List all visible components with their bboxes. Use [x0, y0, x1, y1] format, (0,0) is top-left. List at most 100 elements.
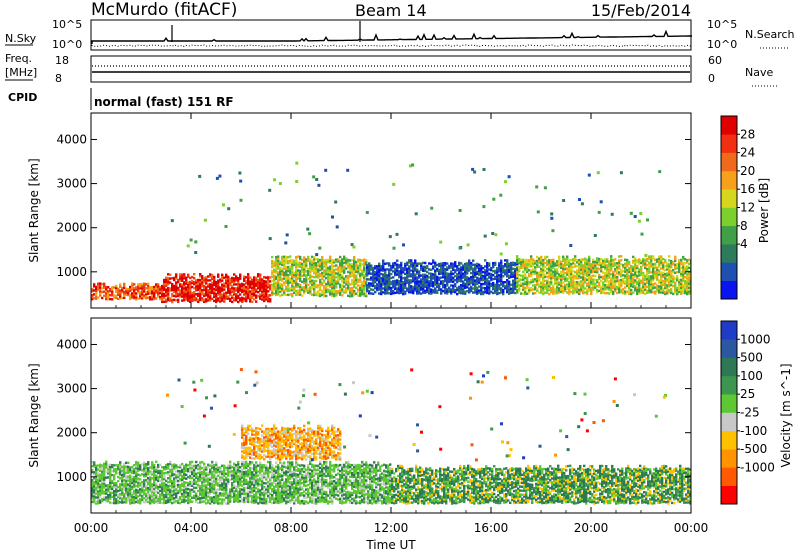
heatmap-cell	[370, 265, 372, 267]
nsearch-tick-top: 10^5	[707, 18, 737, 31]
heatmap-cell	[467, 243, 470, 246]
heatmap-cell	[139, 478, 141, 480]
heatmap-cell	[255, 300, 257, 302]
heatmap-cell	[668, 255, 670, 257]
heatmap-cell	[632, 292, 634, 294]
heatmap-cell	[534, 292, 536, 294]
heatmap-cell	[159, 464, 161, 466]
heatmap-cell	[193, 277, 195, 279]
heatmap-cell	[115, 285, 117, 287]
colorbar-swatch	[721, 171, 737, 190]
heatmap-cell	[181, 463, 183, 465]
heatmap-cell	[199, 273, 201, 275]
heatmap-cell	[355, 275, 357, 277]
heatmap-cell	[544, 186, 547, 189]
freq-tick-top: 18	[55, 54, 69, 67]
heatmap-cell	[198, 175, 201, 178]
heatmap-cell	[614, 258, 616, 260]
heatmap-cell	[331, 216, 334, 219]
heatmap-cell	[550, 217, 553, 220]
heatmap-cell	[238, 172, 241, 175]
heatmap-cell	[644, 254, 647, 257]
nsearch-tick-bottom: 10^0	[707, 38, 737, 51]
heatmap-cell	[177, 299, 179, 301]
heatmap-cell	[620, 171, 623, 174]
heatmap-cell	[329, 256, 331, 258]
colorbar-swatch	[721, 281, 737, 300]
colorbar-tick-label: 12	[740, 201, 755, 215]
heatmap-cell	[151, 461, 153, 463]
heatmap-cell	[157, 283, 159, 285]
heatmap-cell	[171, 219, 174, 222]
heatmap-cell	[334, 201, 337, 204]
heatmap-cell	[660, 255, 662, 257]
heatmap-cell	[227, 207, 230, 210]
heatmap-cell	[460, 262, 462, 264]
heatmap-cell	[315, 280, 317, 282]
heatmap-cell	[187, 244, 190, 247]
heatmap-cell	[194, 251, 197, 254]
heatmap-cell	[630, 212, 633, 215]
heatmap-cell	[620, 255, 622, 257]
nsearch-label: N.Search	[745, 28, 795, 41]
heatmap-cell	[147, 461, 149, 463]
heatmap-cell	[365, 259, 367, 261]
heatmap-cell	[506, 259, 508, 261]
heatmap-cell	[269, 237, 272, 240]
heatmap-cell	[117, 480, 119, 482]
heatmap-cell	[504, 180, 507, 183]
heatmap-cell	[307, 256, 309, 258]
nsearch-series	[92, 45, 692, 47]
heatmap-cell	[484, 259, 486, 261]
heatmap-cell	[225, 225, 228, 228]
heatmap-cell	[494, 262, 496, 264]
heatmap-cell	[259, 274, 261, 276]
heatmap-cell	[392, 183, 395, 186]
heatmap-cell	[239, 274, 241, 276]
heatmap-cell	[508, 281, 510, 283]
heatmap-cell	[468, 259, 470, 261]
heatmap-cell	[336, 225, 339, 228]
freq-label-1: Freq.	[5, 52, 32, 65]
heatmap-cell	[169, 274, 171, 276]
heatmap-cell	[352, 246, 355, 249]
heatmap-cell	[239, 293, 241, 295]
colorbar-label: Power [dB]	[757, 178, 771, 243]
heatmap-cell	[432, 259, 434, 261]
heatmap-cell	[641, 233, 644, 236]
colorbar-swatch	[721, 116, 737, 135]
heatmap-cell	[400, 262, 402, 264]
heatmap-cell	[204, 219, 207, 222]
heatmap-cell	[488, 262, 490, 264]
date-title: 15/Feb/2014	[591, 1, 691, 20]
heatmap-cell	[353, 290, 355, 292]
heatmap-cell	[459, 209, 462, 212]
beam-title: Beam 14	[355, 1, 427, 20]
heatmap-cell	[341, 274, 343, 276]
heatmap-cell	[203, 463, 205, 465]
heatmap-cell	[271, 256, 273, 258]
heatmap-cell	[499, 194, 502, 197]
heatmap-cell	[115, 482, 117, 484]
heatmap-cell	[341, 294, 343, 296]
heatmap-cell	[227, 276, 229, 278]
freq-label-2: [MHz]	[5, 66, 37, 79]
heatmap-cell	[606, 258, 608, 260]
heatmap-cell	[524, 273, 526, 275]
heatmap-cell	[388, 262, 390, 264]
heatmap-cell	[439, 241, 442, 244]
y-tick-label: 1000	[56, 265, 87, 279]
heatmap-cell	[155, 482, 157, 484]
station-title: McMurdo (fitACF)	[91, 0, 237, 20]
heatmap-cell	[249, 276, 251, 278]
heatmap-cell	[366, 211, 369, 214]
heatmap-cell	[93, 283, 95, 285]
heatmap-cell	[240, 199, 243, 202]
heatmap-cell	[652, 255, 654, 257]
heatmap-cell	[530, 255, 532, 257]
heatmap-cell	[215, 462, 217, 464]
heatmap-cell	[183, 273, 185, 275]
heatmap-cell	[279, 182, 282, 185]
